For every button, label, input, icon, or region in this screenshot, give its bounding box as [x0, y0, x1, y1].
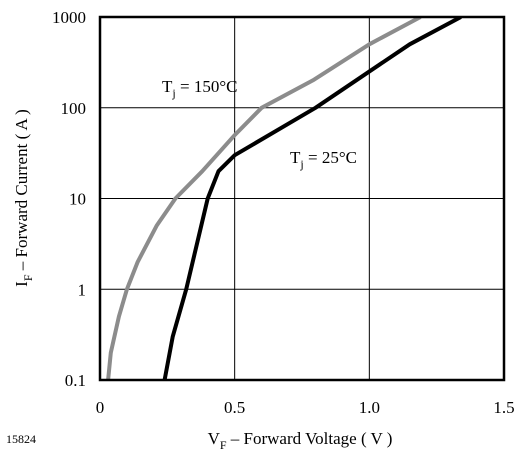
- series-label-150c-main: T: [162, 77, 173, 96]
- series-label-150c: Tj = 150°C: [162, 77, 237, 100]
- y-axis-label-rest: – Forward Current ( A ): [12, 109, 31, 274]
- series-label-25c-rest: = 25°C: [304, 148, 357, 167]
- y-tick-label: 10: [69, 190, 86, 209]
- y-tick-label: 0.1: [65, 371, 86, 390]
- y-tick-label: 1000: [52, 8, 86, 27]
- figure-id: 15824: [6, 432, 36, 446]
- x-axis-label-main: V: [208, 429, 221, 448]
- grid-lines: [99, 16, 505, 381]
- x-tick-label: 0: [96, 398, 105, 417]
- x-tick-label: 1.5: [493, 398, 514, 417]
- y-tick-label: 1: [78, 280, 87, 299]
- series-label-25c-main: T: [290, 148, 301, 167]
- y-axis-label-sub: F: [21, 274, 35, 281]
- x-tick-labels: 0 0.5 1.0 1.5: [96, 398, 515, 417]
- x-tick-label: 0.5: [224, 398, 245, 417]
- y-tick-label: 100: [61, 99, 87, 118]
- series-line-25c: [162, 17, 462, 380]
- x-axis-label: VF – Forward Voltage ( V ): [208, 429, 393, 452]
- plot-frame: [98, 15, 506, 382]
- x-axis-label-rest: – Forward Voltage ( V ): [227, 429, 393, 448]
- series-label-150c-rest: = 150°C: [176, 77, 238, 96]
- series-layer: [106, 17, 462, 380]
- x-axis-label-sub: F: [220, 438, 227, 452]
- series-label-25c: Tj = 25°C: [290, 148, 357, 171]
- y-tick-labels: 0.1 1 10 100 1000: [52, 8, 86, 390]
- series-line-150c: [106, 17, 422, 380]
- y-axis-label-main: I: [12, 281, 31, 287]
- series-label-150c-sub: j: [171, 86, 175, 100]
- y-axis-label: IF – Forward Current ( A ): [12, 109, 35, 287]
- series-label-25c-sub: j: [299, 157, 303, 171]
- x-tick-label: 1.0: [359, 398, 380, 417]
